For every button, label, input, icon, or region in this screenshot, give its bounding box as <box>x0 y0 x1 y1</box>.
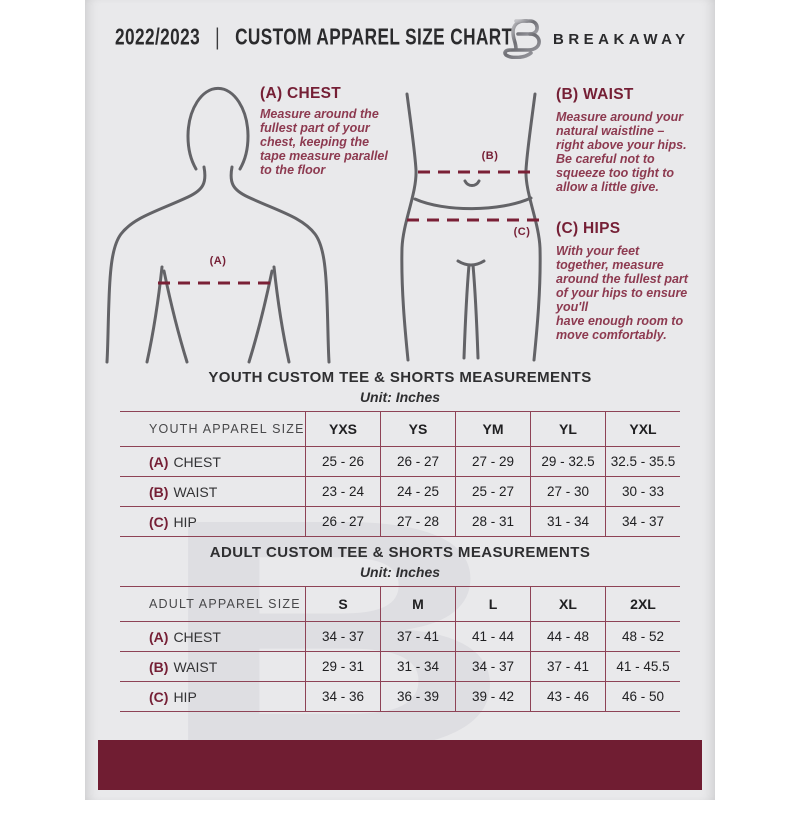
row-key: (B) <box>149 483 169 500</box>
youth-row-label: (C) HIP <box>120 507 305 537</box>
table-cell: 43 - 46 <box>530 682 605 712</box>
lower-body-figure <box>400 92 542 362</box>
table-cell: 34 - 37 <box>455 652 530 682</box>
breakaway-logo-icon <box>503 19 541 59</box>
table-cell: 31 - 34 <box>530 507 605 537</box>
youth-column-header: YXS <box>305 412 380 447</box>
adult-column-header: XL <box>530 587 605 622</box>
table-cell: 24 - 25 <box>380 477 455 507</box>
row-name: WAIST <box>173 658 218 675</box>
table-cell: 26 - 27 <box>380 447 455 477</box>
hips-instructions: With your feet together, measure around … <box>556 244 688 342</box>
youth-row-label: (B) WAIST <box>120 477 305 507</box>
youth-column-header: YL <box>530 412 605 447</box>
adult-column-header: S <box>305 587 380 622</box>
table-cell: 23 - 24 <box>305 477 380 507</box>
header-chart-title: CUSTOM APPAREL SIZE CHART <box>235 25 513 50</box>
youth-size-table: YOUTH APPAREL SIZE YXS YS YM YL YXL (A) … <box>120 411 680 537</box>
table-cell: 46 - 50 <box>605 682 680 712</box>
table-cell: 44 - 48 <box>530 622 605 652</box>
adult-row-label: (C) HIP <box>120 682 305 712</box>
chest-heading: (A) CHEST <box>260 85 342 102</box>
waist-heading: (B) WAIST <box>556 86 634 103</box>
adult-column-header: 2XL <box>605 587 680 622</box>
hips-marker-label: (C) <box>513 226 531 238</box>
upper-body-figure <box>105 86 331 364</box>
adult-column-header: L <box>455 587 530 622</box>
adult-section-title: ADULT CUSTOM TEE & SHORTS MEASUREMENTS <box>209 544 591 561</box>
table-cell: 27 - 29 <box>455 447 530 477</box>
youth-column-header: YS <box>380 412 455 447</box>
table-cell: 26 - 27 <box>305 507 380 537</box>
row-name: CHEST <box>173 453 221 470</box>
youth-section-title: YOUTH CUSTOM TEE & SHORTS MEASUREMENTS <box>208 369 592 386</box>
table-cell: 30 - 33 <box>605 477 680 507</box>
hips-heading: (C) HIPS <box>556 220 621 237</box>
adult-row-label: (B) WAIST <box>120 652 305 682</box>
row-key: (A) <box>149 628 169 645</box>
row-name: HIP <box>173 688 197 705</box>
row-key: (C) <box>149 688 169 705</box>
adult-unit-label: Unit: Inches <box>359 564 441 580</box>
table-cell: 27 - 30 <box>530 477 605 507</box>
brand-name: BREAKAWAY <box>553 31 690 48</box>
adult-size-table: ADULT APPAREL SIZE S M L XL 2XL (A) CHES… <box>120 586 680 712</box>
header-title: 2022/2023 | CUSTOM APPAREL SIZE CHART <box>115 25 513 51</box>
waist-instructions: Measure around your natural waistline – … <box>556 110 687 194</box>
table-cell: 29 - 31 <box>305 652 380 682</box>
table-cell: 34 - 37 <box>305 622 380 652</box>
table-cell: 39 - 42 <box>455 682 530 712</box>
youth-row-label: (A) CHEST <box>120 447 305 477</box>
footer-bar <box>98 740 702 790</box>
table-cell: 36 - 39 <box>380 682 455 712</box>
body-figures-illustration <box>105 86 546 364</box>
table-cell: 25 - 27 <box>455 477 530 507</box>
youth-column-header: YOUTH APPAREL SIZE <box>120 412 305 447</box>
chest-instructions: Measure around the fullest part of your … <box>260 107 388 177</box>
table-cell: 41 - 44 <box>455 622 530 652</box>
header-separator: | <box>215 25 221 50</box>
table-cell: 27 - 28 <box>380 507 455 537</box>
adult-column-header: M <box>380 587 455 622</box>
row-name: CHEST <box>173 628 221 645</box>
adult-column-header: ADULT APPAREL SIZE <box>120 587 305 622</box>
table-cell: 41 - 45.5 <box>605 652 680 682</box>
youth-column-header: YXL <box>605 412 680 447</box>
size-chart-page: B 2022/2023 | CUSTOM A <box>85 0 715 800</box>
table-cell: 25 - 26 <box>305 447 380 477</box>
table-cell: 31 - 34 <box>380 652 455 682</box>
table-cell: 48 - 52 <box>605 622 680 652</box>
table-cell: 29 - 32.5 <box>530 447 605 477</box>
youth-unit-label: Unit: Inches <box>359 389 441 405</box>
adult-row-label: (A) CHEST <box>120 622 305 652</box>
row-key: (C) <box>149 513 169 530</box>
table-cell: 32.5 - 35.5 <box>605 447 680 477</box>
chest-marker-label: (A) <box>209 255 227 267</box>
table-cell: 28 - 31 <box>455 507 530 537</box>
measurement-dashed-lines <box>158 170 546 285</box>
row-key: (B) <box>149 658 169 675</box>
table-cell: 37 - 41 <box>530 652 605 682</box>
row-name: WAIST <box>173 483 218 500</box>
row-key: (A) <box>149 453 169 470</box>
waist-marker-label: (B) <box>481 150 499 162</box>
table-cell: 34 - 37 <box>605 507 680 537</box>
table-cell: 34 - 36 <box>305 682 380 712</box>
table-cell: 37 - 41 <box>380 622 455 652</box>
header-year: 2022/2023 <box>115 25 201 50</box>
row-name: HIP <box>173 513 197 530</box>
youth-column-header: YM <box>455 412 530 447</box>
